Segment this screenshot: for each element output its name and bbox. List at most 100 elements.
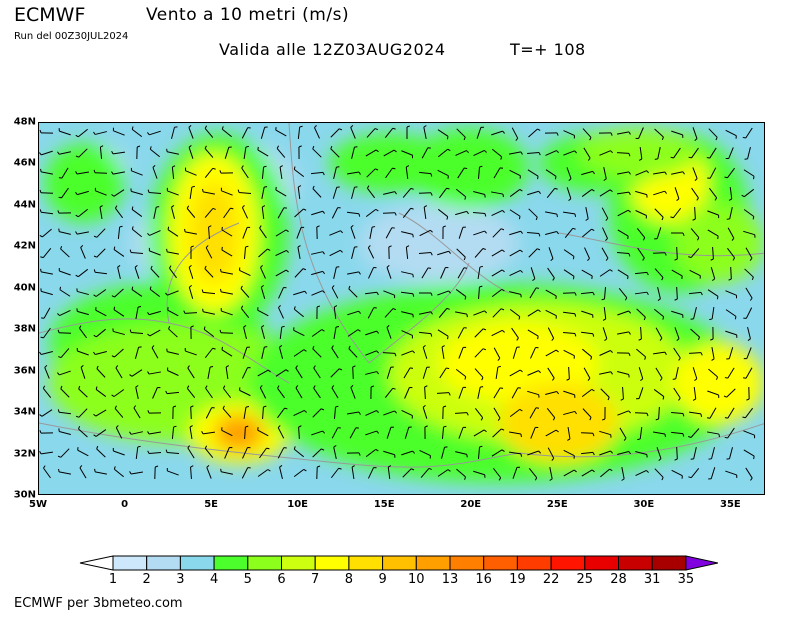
wind-barb: [509, 291, 522, 298]
wind-barb: [183, 310, 198, 314]
wind-barb: [332, 186, 340, 199]
wind-barb: [365, 330, 379, 336]
wind-barb: [260, 325, 266, 339]
wind-barb: [477, 386, 484, 399]
wind-barb: [400, 291, 415, 297]
wind-barb: [166, 248, 179, 255]
wind-barb: [147, 310, 161, 316]
wind-barb: [509, 308, 521, 320]
wind-barb: [134, 265, 140, 279]
wind-barb: [188, 145, 194, 159]
wind-barb: [654, 268, 664, 281]
wind-barb: [222, 405, 232, 418]
wind-barb: [151, 345, 159, 359]
wind-barb: [405, 245, 410, 260]
wind-barb: [603, 167, 607, 181]
wind-barb: [653, 190, 667, 196]
wind-barb: [454, 412, 469, 416]
wind-barb: [311, 251, 325, 255]
wind-barb: [743, 347, 752, 360]
wind-barb: [93, 328, 106, 338]
wind-barb: [260, 265, 266, 279]
wind-barb: [297, 185, 302, 200]
wind-barb: [310, 171, 325, 176]
wind-barb: [75, 171, 90, 175]
wind-barb: [725, 309, 737, 320]
wind-barb: [688, 352, 703, 356]
lat-label: 30N: [13, 489, 36, 501]
wind-barb: [364, 291, 379, 296]
wind-barb: [509, 408, 523, 418]
wind-barb: [370, 385, 375, 400]
wind-speed-area: [674, 343, 764, 423]
wind-barb: [243, 325, 247, 339]
wind-barb: [473, 310, 487, 316]
wind-barb: [111, 189, 125, 197]
wind-barb: [529, 407, 540, 419]
wind-barb: [671, 269, 683, 279]
wind-barb: [583, 147, 591, 161]
wind-barb: [39, 150, 53, 156]
wind-barb: [670, 412, 685, 417]
wind-barb: [293, 446, 304, 458]
wind-barb: [311, 290, 325, 296]
colorbar-label: 28: [610, 572, 627, 587]
wind-barb: [351, 186, 358, 199]
wind-barb: [187, 365, 195, 379]
wind-barb: [190, 405, 194, 420]
colorbar-label: 3: [176, 572, 185, 587]
footer-credit: ECMWF per 3bmeteo.com: [14, 596, 183, 611]
wind-barb: [239, 387, 251, 397]
wind-barb: [58, 128, 71, 136]
wind-barb: [202, 188, 215, 195]
wind-barb: [333, 166, 340, 179]
wind-barb: [708, 447, 715, 460]
wind-barb: [221, 346, 233, 357]
wind-barb: [57, 309, 71, 317]
wind-barb: [692, 206, 696, 221]
wind-barb: [295, 365, 303, 379]
wind-barb: [458, 426, 467, 439]
wind-barb: [422, 345, 428, 359]
wind-barb: [582, 228, 595, 238]
wind-barb: [172, 405, 177, 420]
colorbar-label: 6: [277, 572, 286, 587]
wind-barb: [530, 347, 539, 359]
wind-barb: [422, 405, 428, 419]
wind-barb: [135, 306, 142, 319]
colorbar-box: [584, 555, 619, 571]
lat-label: 40N: [13, 282, 36, 294]
wind-barb: [456, 128, 466, 141]
lon-label: 35E: [720, 499, 741, 510]
wind-barb: [331, 285, 339, 299]
wind-barb: [708, 368, 719, 380]
wind-barb: [99, 145, 104, 160]
wind-barb: [423, 125, 427, 139]
wind-barb: [352, 365, 356, 380]
wind-barb: [472, 211, 487, 217]
wind-barb: [39, 451, 54, 455]
wind-barb: [493, 387, 504, 399]
colorbar-box: [651, 555, 687, 571]
wind-barb: [365, 149, 379, 157]
wind-barb: [96, 365, 106, 378]
wind-barb: [44, 365, 50, 379]
wind-barb: [406, 125, 410, 140]
wind-barb: [243, 245, 249, 260]
wind-barb: [219, 170, 234, 174]
wind-barb: [511, 387, 521, 399]
wind-barb: [638, 146, 643, 161]
wind-barb: [526, 151, 541, 156]
wind-barb: [190, 245, 194, 260]
wind-barb: [527, 309, 541, 317]
wind-barb: [93, 409, 107, 417]
wind-barb: [76, 308, 89, 316]
wind-barb: [165, 449, 180, 454]
wind-barb: [366, 168, 379, 178]
wind-barb: [221, 226, 233, 237]
wind-barb: [724, 167, 735, 179]
wind-barb: [129, 431, 143, 435]
wind-barb: [147, 371, 161, 375]
wind-barb: [221, 246, 233, 257]
wind-barb: [259, 447, 270, 459]
